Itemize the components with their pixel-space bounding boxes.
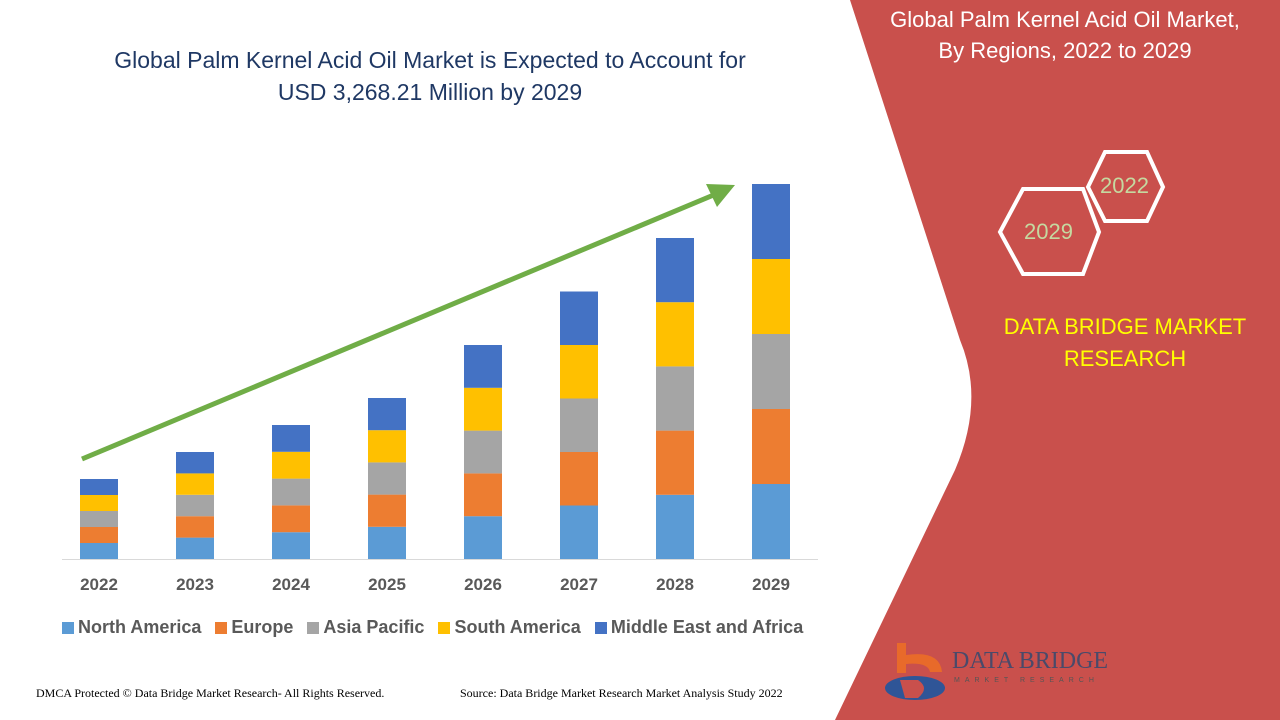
title-line-2: USD 3,268.21 Million by 2029 — [277, 79, 583, 105]
hex-label-2029: 2029 — [1024, 219, 1073, 244]
brand-text: DATA BRIDGE MARKET RESEARCH — [985, 311, 1265, 375]
logo-text: DATA BRIDGE — [952, 648, 1109, 674]
legend-label: Asia Pacific — [323, 617, 425, 637]
bar-segment-2026-south-america — [464, 387, 502, 431]
trend-arrow-head-icon — [706, 184, 735, 207]
legend-label: Europe — [231, 617, 294, 637]
x-tick-label-2029: 2029 — [752, 575, 790, 594]
brand-line-2: RESEARCH — [1063, 346, 1187, 371]
bar-segment-2029-asia-pacific — [752, 334, 790, 409]
legend-item-asia-pacific: Asia Pacific — [307, 617, 424, 638]
chart-title: Global Palm Kernel Acid Oil Market is Ex… — [60, 44, 800, 108]
legend-label: South America — [454, 617, 581, 637]
bar-segment-2023-north-america — [176, 537, 214, 559]
x-tick-label-2026: 2026 — [464, 575, 502, 594]
bar-segment-2022-asia-pacific — [80, 511, 118, 527]
legend-label: North America — [78, 617, 202, 637]
bar-segment-2025-north-america — [368, 526, 406, 559]
x-tick-label-2022: 2022 — [80, 575, 118, 594]
bar-segment-2023-south-america — [176, 473, 214, 495]
bar-segment-2022-middle-east-and-africa — [80, 479, 118, 495]
copyright-text: DMCA Protected © Data Bridge Market Rese… — [36, 686, 385, 700]
bar-segment-2028-europe — [656, 430, 694, 495]
bar-segment-2029-middle-east-and-africa — [752, 184, 790, 259]
legend-swatch — [594, 621, 607, 634]
bar-segment-2027-north-america — [560, 505, 598, 559]
bar-segment-2024-europe — [272, 505, 310, 533]
bar-segment-2028-asia-pacific — [656, 366, 694, 431]
side-title-line-1: Global Palm Kernel Acid Oil Market, — [890, 7, 1240, 32]
bar-segment-2027-south-america — [560, 345, 598, 399]
bar-segment-2023-middle-east-and-africa — [176, 452, 214, 474]
bar-segment-2022-europe — [80, 527, 118, 543]
legend-swatch — [438, 621, 451, 634]
bar-segment-2024-middle-east-and-africa — [272, 425, 310, 452]
x-tick-label-2028: 2028 — [656, 575, 694, 594]
legend-swatch — [62, 621, 74, 634]
bar-segment-2026-middle-east-and-africa — [464, 345, 502, 388]
bar-segment-2025-europe — [368, 494, 406, 527]
side-title-line-2: By Regions, 2022 to 2029 — [938, 38, 1192, 63]
bar-segment-2024-asia-pacific — [272, 478, 310, 506]
bar-segment-2025-south-america — [368, 430, 406, 463]
data-bridge-logo-icon — [885, 643, 945, 700]
title-line-1: Global Palm Kernel Acid Oil Market is Ex… — [114, 47, 746, 73]
trend-arrow — [81, 191, 717, 462]
bar-segment-2028-middle-east-and-africa — [656, 238, 694, 303]
legend-item-europe: Europe — [215, 617, 293, 638]
bar-segment-2029-europe — [752, 409, 790, 484]
x-tick-label-2024: 2024 — [272, 575, 310, 594]
legend-item-south-america: South America — [438, 617, 581, 638]
x-tick-label-2027: 2027 — [560, 575, 598, 594]
bar-segment-2029-north-america — [752, 484, 790, 559]
bar-segment-2026-europe — [464, 473, 502, 517]
hexagon-2029 — [997, 187, 1102, 276]
legend-item-middle-east-and-africa: Middle East and Africa — [594, 617, 804, 638]
legend-swatch — [215, 621, 228, 634]
hexagon-2022 — [1085, 150, 1166, 223]
bar-segment-2026-north-america — [464, 516, 502, 559]
bar-segment-2026-asia-pacific — [464, 430, 502, 474]
bar-segment-2023-europe — [176, 516, 214, 538]
bar-segment-2029-south-america — [752, 259, 790, 334]
source-text: Source: Data Bridge Market Research Mark… — [460, 686, 783, 700]
bar-segment-2027-middle-east-and-africa — [560, 291, 598, 345]
hex-label-2022: 2022 — [1100, 173, 1149, 198]
logo-subtext: MARKET RESEARCH — [954, 677, 1099, 684]
legend: North America Europe Asia Pacific South Ame… — [62, 617, 803, 638]
chart-plot — [62, 184, 818, 560]
x-tick-label-2025: 2025 — [368, 575, 406, 594]
side-panel-title: Global Palm Kernel Acid Oil Market, By R… — [860, 4, 1270, 66]
bar-segment-2028-south-america — [656, 302, 694, 367]
legend-label: Middle East and Africa — [610, 617, 804, 637]
bar-segment-2028-north-america — [656, 494, 694, 559]
bar-segment-2027-europe — [560, 452, 598, 506]
bar-segment-2025-middle-east-and-africa — [368, 398, 406, 431]
bar-segment-2025-asia-pacific — [368, 462, 406, 495]
bar-segment-2022-north-america — [80, 543, 118, 559]
x-tick-label-2023: 2023 — [176, 575, 214, 594]
bar-segment-2024-north-america — [272, 532, 310, 559]
bar-segment-2027-asia-pacific — [560, 398, 598, 452]
brand-line-1: DATA BRIDGE MARKET — [1003, 314, 1247, 339]
bar-segment-2022-south-america — [80, 495, 118, 511]
legend-swatch — [307, 621, 320, 634]
legend-item-north-america: North America — [62, 617, 201, 638]
red-side-panel — [835, 0, 1280, 720]
bar-segment-2023-asia-pacific — [176, 494, 214, 517]
bar-segment-2024-south-america — [272, 451, 310, 479]
